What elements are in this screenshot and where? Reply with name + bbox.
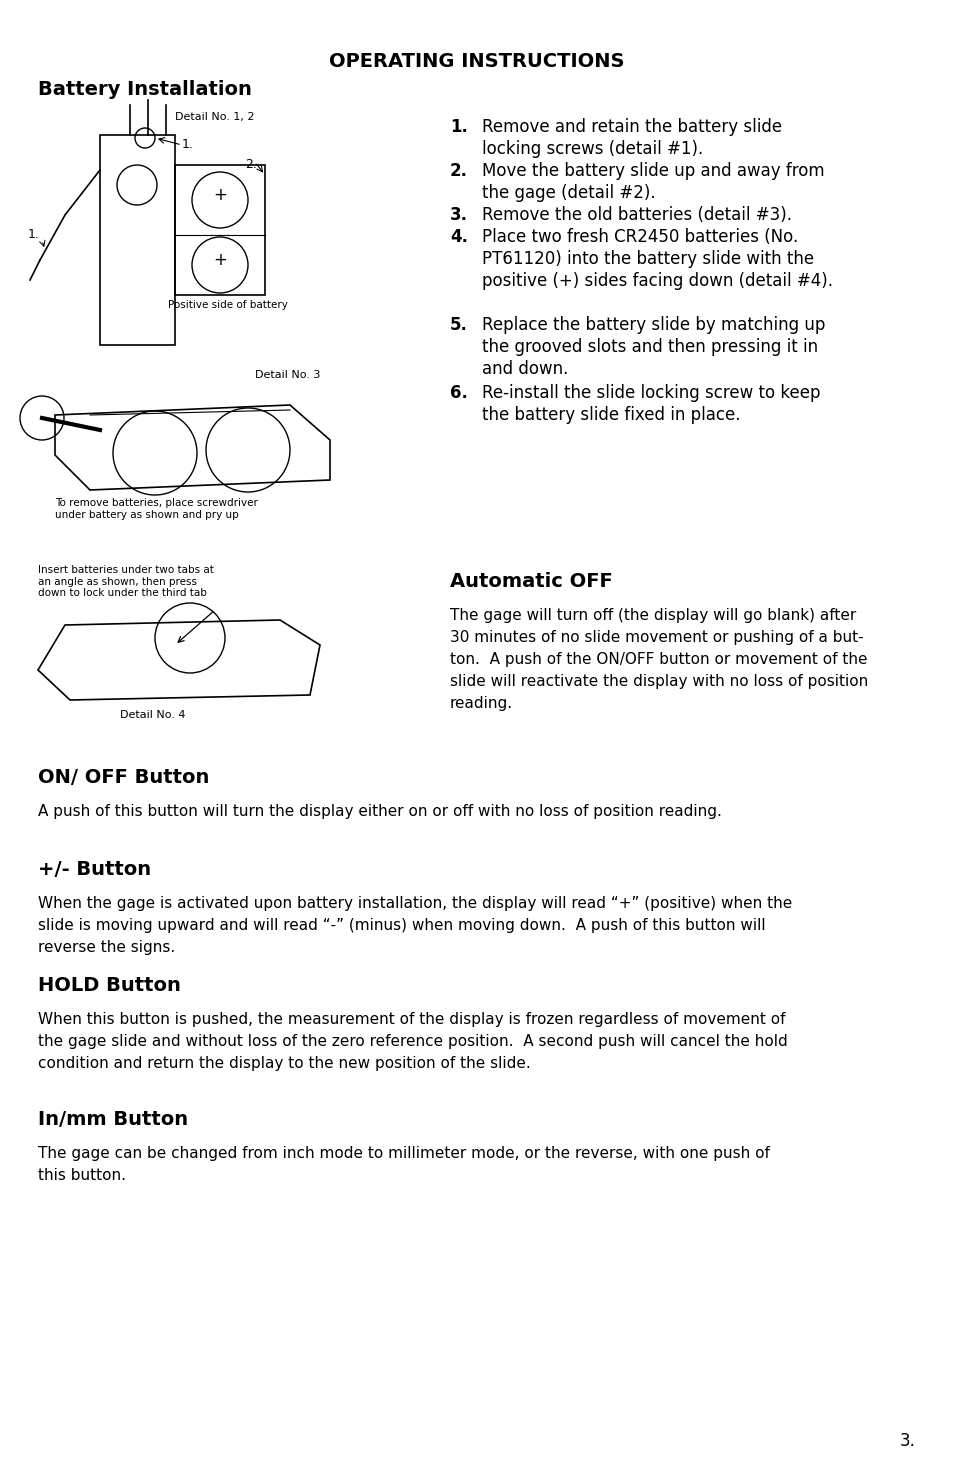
Text: To remove batteries, place screwdriver
under battery as shown and pry up: To remove batteries, place screwdriver u… xyxy=(55,499,257,519)
Text: When the gage is activated upon battery installation, the display will read “+” : When the gage is activated upon battery … xyxy=(38,895,791,912)
Text: When this button is pushed, the measurement of the display is frozen regardless : When this button is pushed, the measurem… xyxy=(38,1012,784,1027)
Text: 6.: 6. xyxy=(450,384,467,403)
Text: OPERATING INSTRUCTIONS: OPERATING INSTRUCTIONS xyxy=(329,52,624,71)
Text: 2.: 2. xyxy=(450,162,468,180)
Text: the gage (detail #2).: the gage (detail #2). xyxy=(481,184,655,202)
Text: and down.: and down. xyxy=(481,360,568,378)
Text: Re-install the slide locking screw to keep: Re-install the slide locking screw to ke… xyxy=(481,384,820,403)
Text: 30 minutes of no slide movement or pushing of a but-: 30 minutes of no slide movement or pushi… xyxy=(450,630,862,645)
Text: Move the battery slide up and away from: Move the battery slide up and away from xyxy=(481,162,823,180)
Text: Remove the old batteries (detail #3).: Remove the old batteries (detail #3). xyxy=(481,207,791,224)
Text: Detail No. 1, 2: Detail No. 1, 2 xyxy=(174,112,254,122)
Text: 1.: 1. xyxy=(28,229,40,242)
Text: slide is moving upward and will read “-” (minus) when moving down.  A push of th: slide is moving upward and will read “-”… xyxy=(38,917,765,934)
Text: reverse the signs.: reverse the signs. xyxy=(38,940,175,954)
Text: the battery slide fixed in place.: the battery slide fixed in place. xyxy=(481,406,740,423)
Text: +: + xyxy=(213,251,227,268)
Text: Positive side of battery: Positive side of battery xyxy=(168,299,288,310)
Text: 3.: 3. xyxy=(900,1432,915,1450)
Text: HOLD Button: HOLD Button xyxy=(38,976,181,996)
Text: Automatic OFF: Automatic OFF xyxy=(450,572,612,591)
Text: The gage can be changed from inch mode to millimeter mode, or the reverse, with : The gage can be changed from inch mode t… xyxy=(38,1146,769,1161)
Bar xyxy=(100,136,174,345)
Text: Detail No. 4: Detail No. 4 xyxy=(120,709,185,720)
Text: The gage will turn off (the display will go blank) after: The gage will turn off (the display will… xyxy=(450,608,856,622)
Text: the gage slide and without loss of the zero reference position.  A second push w: the gage slide and without loss of the z… xyxy=(38,1034,787,1049)
Text: In/mm Button: In/mm Button xyxy=(38,1111,188,1128)
Text: Battery Installation: Battery Installation xyxy=(38,80,252,99)
Text: this button.: this button. xyxy=(38,1168,126,1183)
Text: Insert batteries under two tabs at
an angle as shown, then press
down to lock un: Insert batteries under two tabs at an an… xyxy=(38,565,213,599)
Text: ON/ OFF Button: ON/ OFF Button xyxy=(38,768,209,788)
Text: PT61120) into the battery slide with the: PT61120) into the battery slide with the xyxy=(481,249,813,268)
Text: locking screws (detail #1).: locking screws (detail #1). xyxy=(481,140,702,158)
Text: the grooved slots and then pressing it in: the grooved slots and then pressing it i… xyxy=(481,338,818,355)
Text: 1.: 1. xyxy=(450,118,467,136)
Text: Place two fresh CR2450 batteries (No.: Place two fresh CR2450 batteries (No. xyxy=(481,229,798,246)
Text: +: + xyxy=(213,186,227,204)
Text: +/- Button: +/- Button xyxy=(38,860,151,879)
Text: Remove and retain the battery slide: Remove and retain the battery slide xyxy=(481,118,781,136)
Text: slide will reactivate the display with no loss of position: slide will reactivate the display with n… xyxy=(450,674,867,689)
Text: 1.: 1. xyxy=(182,139,193,150)
Text: ton.  A push of the ON/OFF button or movement of the: ton. A push of the ON/OFF button or move… xyxy=(450,652,866,667)
Text: Replace the battery slide by matching up: Replace the battery slide by matching up xyxy=(481,316,824,333)
Text: Detail No. 3: Detail No. 3 xyxy=(254,370,320,381)
Text: 3.: 3. xyxy=(450,207,468,224)
Text: reading.: reading. xyxy=(450,696,513,711)
Text: 2.: 2. xyxy=(245,158,256,171)
Bar xyxy=(174,165,265,295)
Text: condition and return the display to the new position of the slide.: condition and return the display to the … xyxy=(38,1056,530,1071)
Text: positive (+) sides facing down (detail #4).: positive (+) sides facing down (detail #… xyxy=(481,271,832,291)
Text: A push of this button will turn the display either on or off with no loss of pos: A push of this button will turn the disp… xyxy=(38,804,721,819)
Text: 5.: 5. xyxy=(450,316,467,333)
Text: 4.: 4. xyxy=(450,229,468,246)
